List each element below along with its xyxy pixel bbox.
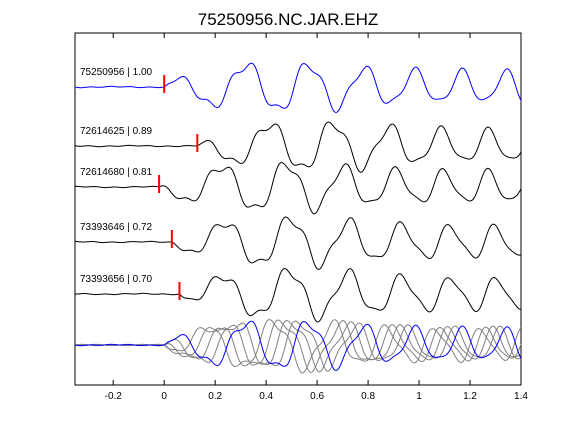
trace-label-73393646: 73393646 | 0.72 — [80, 222, 153, 233]
chart-title: 75250956.NC.JAR.EHZ — [198, 10, 378, 29]
x-tick-label: 1.4 — [514, 391, 528, 402]
trace-label-75250956: 75250956 | 1.00 — [80, 67, 153, 78]
plot-frame — [74, 32, 522, 386]
x-tick-label: 0.4 — [259, 391, 273, 402]
x-tick-label: 1.2 — [463, 391, 477, 402]
trace-72614625 — [74, 121, 522, 173]
trace-label-72614625: 72614625 | 0.89 — [80, 126, 153, 137]
trace-labels-group: 75250956 | 1.00 72614625 | 0.89 72614680 |… — [80, 67, 153, 285]
x-tick-label: 0.2 — [208, 391, 222, 402]
stack-trace-75250956 — [74, 320, 522, 372]
stack-trace-73393646 — [75, 319, 522, 373]
x-tick-label: 0.6 — [310, 391, 324, 402]
x-tick-label: 0.8 — [361, 391, 375, 402]
picks-group — [158, 75, 199, 300]
x-tick-label: 1 — [416, 391, 422, 402]
trace-72614680 — [74, 162, 522, 215]
x-tick-label: 0 — [161, 391, 167, 402]
stack-group — [74, 319, 522, 374]
x-tick-label: -0.2 — [105, 391, 123, 402]
x-axis: -0.2 0 0.2 0.4 0.6 0.8 1 1.2 1.4 — [105, 33, 528, 402]
traces-group — [74, 62, 522, 323]
trace-73393646 — [74, 216, 522, 270]
trace-label-72614680: 72614680 | 0.81 — [80, 167, 153, 178]
trace-73393656 — [75, 268, 522, 323]
trace-75250956 — [74, 62, 522, 114]
trace-label-73393656: 73393656 | 0.70 — [80, 274, 153, 285]
